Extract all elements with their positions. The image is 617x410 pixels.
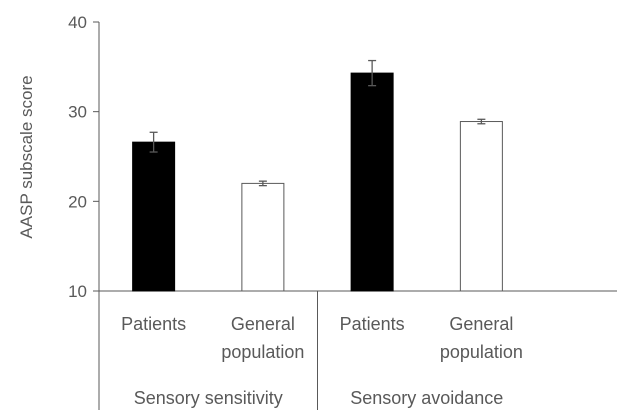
group-label-0: Sensory sensitivity (134, 388, 283, 408)
category-label-line: Patients (121, 314, 186, 334)
x-labels: Patients General population Sensory sensiti… (121, 314, 523, 408)
category-label-1-1: General population (440, 314, 523, 362)
category-label-1-0: Patients (340, 314, 405, 334)
category-label-line: General (449, 314, 513, 334)
bar-1-1 (459, 121, 503, 292)
category-label-line: population (221, 342, 304, 362)
group-label-1: Sensory avoidance (350, 388, 503, 408)
bars (132, 59, 503, 292)
category-label-0-0: Patients (121, 314, 186, 334)
y-axis-label: AASP subscale score (17, 75, 36, 238)
y-tick-label: 40 (68, 13, 87, 32)
bar-0-0 (132, 141, 176, 292)
category-label-line: population (440, 342, 523, 362)
category-label-line: Patients (340, 314, 405, 334)
y-ticks: 10 20 30 40 (68, 13, 99, 301)
category-label-line: General (231, 314, 295, 334)
category-label-0-1: General population (221, 314, 304, 362)
y-tick-label: 20 (68, 192, 87, 211)
bar-0-1 (241, 182, 285, 292)
y-tick-label: 10 (68, 282, 87, 301)
bar-1-0 (350, 72, 394, 292)
y-tick-label: 30 (68, 103, 87, 122)
